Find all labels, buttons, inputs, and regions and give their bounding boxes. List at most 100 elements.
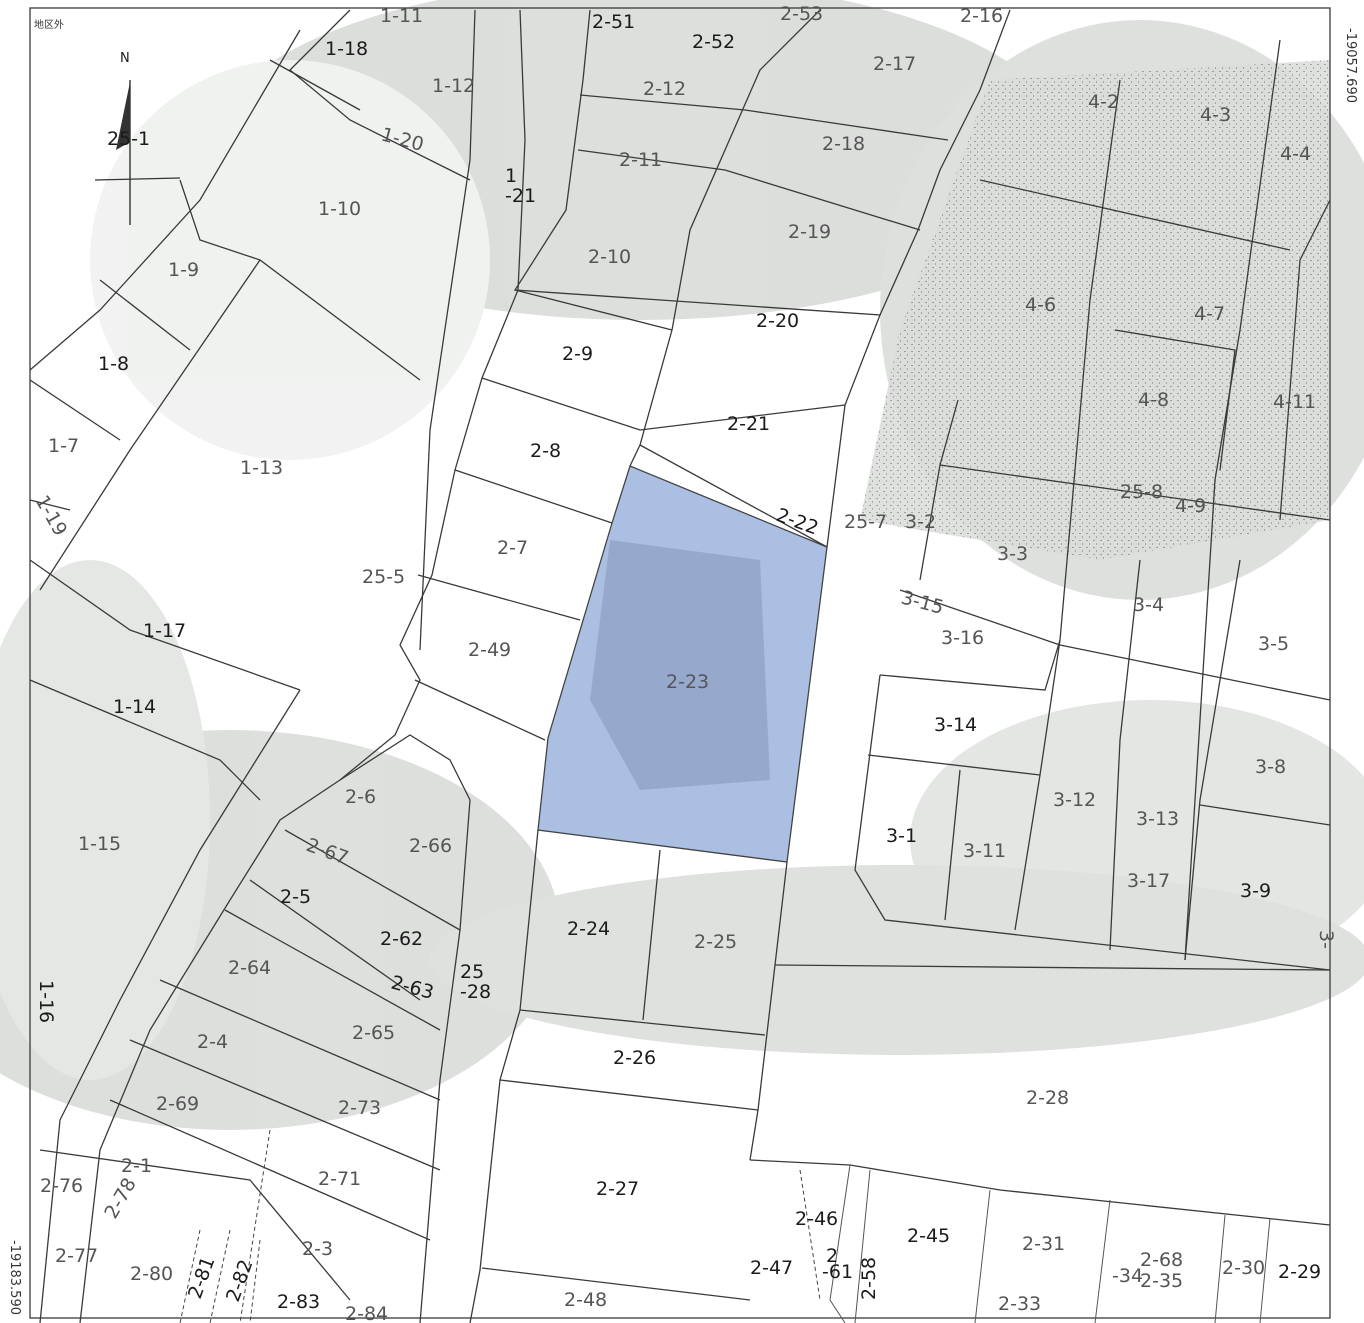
forest-stipple bbox=[860, 60, 1330, 560]
parcel-label-1-14: 1-14 bbox=[113, 696, 156, 718]
parcel-label-3-1: 3-1 bbox=[886, 825, 917, 847]
parcel-label-3-11: 3-11 bbox=[963, 840, 1006, 862]
parcel-label-2-76: 2-76 bbox=[40, 1175, 83, 1197]
parcel-label-1: 1 bbox=[505, 165, 517, 187]
parcel-label-4-7: 4-7 bbox=[1194, 303, 1225, 325]
parcel-label-2-53: 2-53 bbox=[780, 3, 823, 25]
parcel-label-2-18: 2-18 bbox=[822, 133, 865, 155]
parcel-label-3-16: 3-16 bbox=[941, 627, 984, 649]
parcel-label-4-2: 4-2 bbox=[1088, 91, 1119, 113]
parcel-label-2-49: 2-49 bbox=[468, 639, 511, 661]
parcel-label-1-12: 1-12 bbox=[432, 75, 475, 97]
parcel-label-2-21: 2-21 bbox=[727, 413, 770, 435]
parcel-label-2-80: 2-80 bbox=[130, 1263, 173, 1285]
parcel-label-1-10: 1-10 bbox=[318, 198, 361, 220]
parcel-label-3-2: 3-2 bbox=[905, 511, 936, 533]
parcel-label-4-6: 4-6 bbox=[1025, 294, 1056, 316]
parcel-label-2-31: 2-31 bbox=[1022, 1233, 1065, 1255]
parcel-label-2-25: 2-25 bbox=[694, 931, 737, 953]
parcel-label-2-12: 2-12 bbox=[643, 78, 686, 100]
parcel-label-2-65: 2-65 bbox=[352, 1022, 395, 1044]
parcel-label-2-24: 2-24 bbox=[567, 918, 610, 940]
parcel-label-sub-21: -21 bbox=[505, 185, 536, 207]
parcel-2-23-shading bbox=[590, 540, 770, 790]
parcel-label-4-11: 4-11 bbox=[1273, 391, 1316, 413]
parcel-label-2-73: 2-73 bbox=[338, 1097, 381, 1119]
parcel-label-2-33: 2-33 bbox=[998, 1293, 1041, 1315]
parcel-label-2-11: 2-11 bbox=[619, 149, 662, 171]
parcel-label-25-1: 25-1 bbox=[107, 128, 150, 150]
parcel-label-3-17: 3-17 bbox=[1127, 870, 1170, 892]
parcel-label-2-47: 2-47 bbox=[750, 1257, 793, 1279]
parcel-label-2-77: 2-77 bbox=[55, 1245, 98, 1267]
district-outside-note: 地区外 bbox=[34, 20, 64, 31]
parcel-label-2-10: 2-10 bbox=[588, 246, 631, 268]
parcel-label-3-3: 3-3 bbox=[997, 543, 1028, 565]
parcel-label-1-7: 1-7 bbox=[48, 435, 79, 457]
parcel-label-2-26: 2-26 bbox=[613, 1047, 656, 1069]
parcel-label-4-9: 4-9 bbox=[1175, 495, 1206, 517]
parcel-label-1-18: 1-18 bbox=[325, 38, 368, 60]
parcel-label-25: 25 bbox=[460, 961, 484, 983]
parcel-label-2-62: 2-62 bbox=[380, 928, 423, 950]
parcel-label-2-19: 2-19 bbox=[788, 221, 831, 243]
parcel-label-2-46: 2-46 bbox=[795, 1208, 838, 1230]
parcel-label-2-6: 2-6 bbox=[345, 786, 376, 808]
parcel-label-2-4: 2-4 bbox=[197, 1031, 228, 1053]
parcel-label-2-3: 2-3 bbox=[302, 1238, 333, 1260]
parcel-label-2-58: 2-58 bbox=[858, 1257, 880, 1300]
parcel-label-2-84: 2-84 bbox=[345, 1303, 388, 1323]
parcel-label-2-83: 2-83 bbox=[277, 1291, 320, 1313]
parcel-label-2-30: 2-30 bbox=[1222, 1257, 1265, 1279]
parcel-label-2-20: 2-20 bbox=[756, 310, 799, 332]
parcel-label-2-45: 2-45 bbox=[907, 1225, 950, 1247]
parcel-label-sub-34: -34 bbox=[1112, 1265, 1143, 1287]
parcel-label-3-14: 3-14 bbox=[934, 714, 977, 736]
parcel-label-2-35: 2-35 bbox=[1140, 1270, 1183, 1292]
parcel-label-2-7: 2-7 bbox=[497, 537, 528, 559]
parcel-label-3-8: 3-8 bbox=[1255, 756, 1286, 778]
parcel-label-2-5: 2-5 bbox=[280, 886, 311, 908]
parcel-label-1-13: 1-13 bbox=[240, 457, 283, 479]
parcel-label-1-11: 1-11 bbox=[380, 5, 423, 27]
parcel-label-sub-61: -61 bbox=[822, 1261, 853, 1283]
map-frame bbox=[29, 7, 1331, 1319]
parcel-label-4-4: 4-4 bbox=[1280, 143, 1311, 165]
parcel-label-2-52: 2-52 bbox=[692, 31, 735, 53]
coordinate-top-right: -19057.690 bbox=[1343, 28, 1358, 103]
parcel-label-2-71: 2-71 bbox=[318, 1168, 361, 1190]
parcel-label-3-12: 3-12 bbox=[1053, 789, 1096, 811]
parcel-label-2-69: 2-69 bbox=[156, 1093, 199, 1115]
parcel-label-1-9: 1-9 bbox=[168, 259, 199, 281]
parcel-label-1-17: 1-17 bbox=[143, 620, 186, 642]
parcel-label-25-7: 25-7 bbox=[844, 511, 887, 533]
parcel-label-2: 2 bbox=[826, 1245, 838, 1267]
parcel-label-2-1: 2-1 bbox=[121, 1155, 152, 1177]
parcel-label-2-48: 2-48 bbox=[564, 1289, 607, 1311]
north-label: N bbox=[120, 51, 130, 66]
parcel-label-3-: 3- bbox=[1315, 930, 1337, 949]
parcel-label-2-27: 2-27 bbox=[596, 1178, 639, 1200]
parcel-label-2-17: 2-17 bbox=[873, 53, 916, 75]
parcel-label-2-23: 2-23 bbox=[666, 671, 709, 693]
parcel-label-4-3: 4-3 bbox=[1200, 104, 1231, 126]
parcel-label-sub-28: -28 bbox=[460, 981, 491, 1003]
parcel-label-2-8: 2-8 bbox=[530, 440, 561, 462]
parcel-label-25-8: 25-8 bbox=[1120, 481, 1163, 503]
parcel-label-2-16: 2-16 bbox=[960, 5, 1003, 27]
parcel-label-2-29: 2-29 bbox=[1278, 1261, 1321, 1283]
parcel-label-3-4: 3-4 bbox=[1133, 594, 1164, 616]
parcel-label-25-5: 25-5 bbox=[362, 566, 405, 588]
coordinate-bottom-left: -19183.590 bbox=[7, 1240, 22, 1315]
parcel-label-2-66: 2-66 bbox=[409, 835, 452, 857]
parcel-label-4-8: 4-8 bbox=[1138, 389, 1169, 411]
parcel-label-3-13: 3-13 bbox=[1136, 808, 1179, 830]
parcel-label-2-28: 2-28 bbox=[1026, 1087, 1069, 1109]
north-arrow: N bbox=[94, 51, 181, 225]
parcel-boundaries bbox=[29, 9, 1331, 1323]
parcel-label-2-51: 2-51 bbox=[592, 11, 635, 33]
parcel-label-2-64: 2-64 bbox=[228, 957, 271, 979]
parcel-label-2-68: 2-68 bbox=[1140, 1249, 1183, 1271]
parcel-label-2-9: 2-9 bbox=[562, 343, 593, 365]
